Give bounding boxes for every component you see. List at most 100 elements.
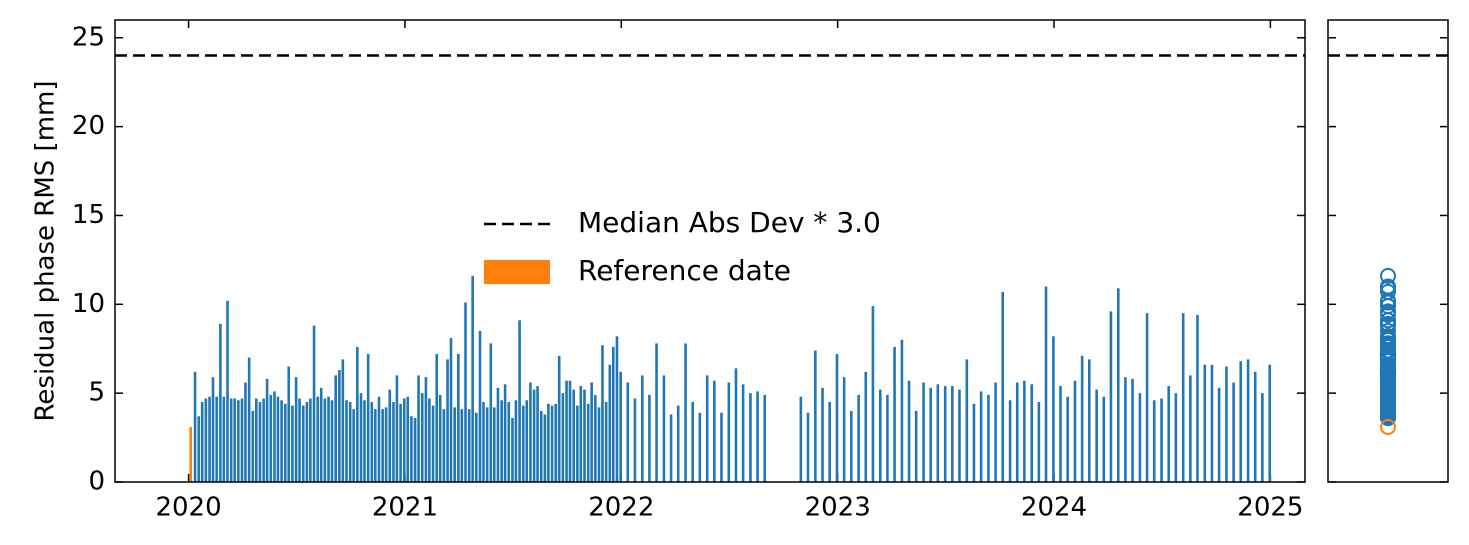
bar [1174,393,1178,482]
bar [604,402,608,482]
bar [1116,288,1120,482]
bar [446,359,449,482]
bar [283,403,287,482]
bar [424,377,428,482]
bar [987,394,990,482]
bar [1217,387,1221,482]
bar [806,412,810,482]
plot-frame [114,19,1306,483]
bar [1001,291,1005,482]
bar [1196,314,1199,482]
bar [251,410,255,482]
bar [438,394,442,482]
bar [951,386,954,482]
marginal-point [1380,267,1396,284]
bar [557,355,561,482]
bar [958,389,961,482]
bar [1152,400,1156,482]
bar [435,354,439,482]
bar [1044,286,1048,482]
bar [1210,364,1214,482]
bar [1087,359,1091,482]
bar [749,393,752,482]
bar [496,387,500,482]
bar [413,418,417,482]
bar [713,380,716,482]
legend-label: Median Abs Dev * 3.0 [578,206,881,239]
bar [849,410,853,482]
bar [1131,378,1134,482]
bar [576,405,579,482]
bar [262,398,265,482]
marginal-point [1380,363,1396,380]
bar [547,403,550,482]
bar [608,364,612,482]
bar [475,412,478,482]
marginal-point [1380,306,1396,323]
bar [442,409,446,482]
bar [200,402,204,482]
bar [568,380,572,482]
bar [373,409,377,482]
bar [601,345,604,482]
bar [886,394,889,482]
bar [979,391,983,482]
x-tick-label: 2021 [372,493,438,523]
bar [1138,393,1142,482]
bar [1225,366,1228,482]
marginal-point [1380,280,1396,297]
bar [377,396,381,482]
bar [878,389,882,482]
bar [406,396,410,482]
x-tick-label: 2024 [1021,493,1087,523]
bar [521,405,525,482]
bar [1239,361,1243,482]
bar [1124,377,1127,482]
bar [1037,402,1041,482]
bar [1030,384,1034,482]
bar [388,389,392,482]
bar [756,391,759,482]
bar [229,398,233,482]
bar [1052,336,1055,482]
bar [399,403,402,482]
bar [211,377,215,482]
bar [294,377,298,482]
bar [500,400,503,482]
bar [893,346,896,482]
bar [208,396,211,482]
bar [197,416,201,482]
bar [676,405,680,482]
bar [356,346,359,482]
bar [265,378,269,482]
bar [611,346,615,482]
bar [330,400,334,482]
bar [842,377,846,482]
bar [554,403,558,482]
bar [366,354,370,482]
bar [583,389,586,482]
bar [215,396,218,482]
marginal-point [1380,328,1396,345]
bar [532,389,536,482]
bar [864,371,868,482]
bar [511,418,514,482]
bar [287,366,291,482]
bar [244,382,247,482]
bar [691,402,694,482]
x-tick-label: 2020 [155,493,221,523]
bar [345,400,348,482]
bar [518,320,521,482]
bar [579,386,583,482]
bar [492,407,496,482]
y-tick-label: 5 [88,378,105,408]
bar [550,405,554,482]
marginal-point [1380,385,1396,402]
bar [1095,389,1098,482]
bar [640,375,644,482]
bar [189,426,193,482]
bar [457,354,460,482]
bar [1102,396,1106,482]
bar [384,407,388,482]
bar [204,398,208,482]
